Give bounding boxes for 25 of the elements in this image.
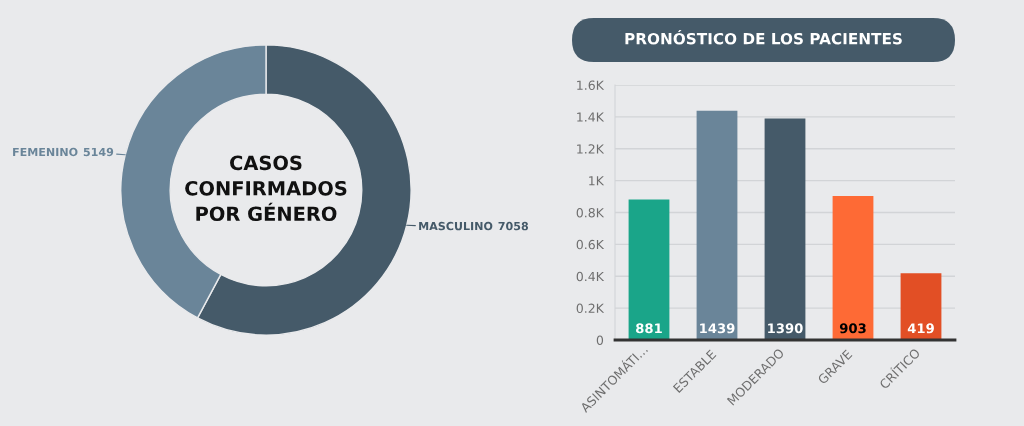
data-label: 903 [839, 323, 866, 334]
y-tick-label: 0.4K [576, 271, 605, 282]
y-tick-label: 0 [596, 335, 604, 345]
y-tick-label: 0.6K [576, 239, 605, 250]
data-label: 419 [907, 323, 934, 334]
data-label: 1439 [700, 323, 735, 334]
data-label: 5149 [83, 147, 114, 157]
bar [900, 273, 942, 340]
bar [832, 196, 874, 340]
slice-label: MASCULINO [419, 221, 493, 231]
y-tick-label: 1.6K [577, 80, 605, 90]
y-tick-label: 1.2K [577, 144, 605, 154]
bar [696, 110, 738, 340]
y-tick-label: 1.4K [577, 112, 605, 122]
bar [764, 118, 806, 340]
chart-title: PRONÓSTICO DE LOS PACIENTES [625, 30, 902, 45]
y-tick-label: 0.2K [576, 303, 605, 314]
data-label: 7058 [498, 221, 529, 231]
y-tick-label: 0.8K [576, 207, 605, 218]
y-tick-label: 1K [589, 176, 605, 186]
data-label: 1390 [768, 323, 803, 334]
slice-label: FEMENINO [13, 147, 78, 157]
bar [628, 199, 670, 340]
text: CASOS CONFIRMADOS POR GÉNERO [185, 155, 347, 222]
data-label: 881 [636, 323, 662, 334]
